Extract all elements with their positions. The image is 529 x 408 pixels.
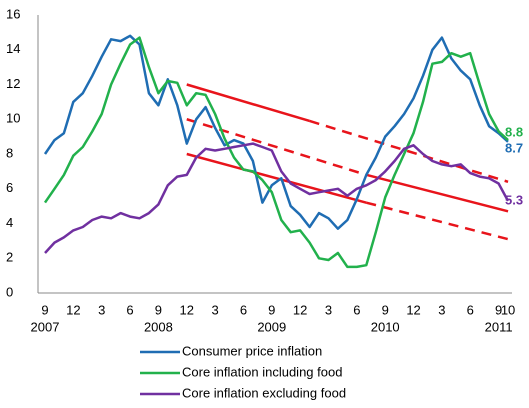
x-tick-label: 12 bbox=[66, 302, 80, 317]
year-label: 2011 bbox=[485, 319, 513, 334]
y-tick-label: 14 bbox=[6, 41, 20, 56]
x-tick-label: 6 bbox=[467, 302, 474, 317]
year-label: 2010 bbox=[371, 319, 400, 334]
trend-line bbox=[186, 83, 310, 123]
series-line bbox=[43, 34, 509, 230]
trend-line bbox=[365, 201, 509, 241]
y-tick-label: 6 bbox=[6, 180, 13, 195]
x-tick-label: 9 bbox=[155, 302, 162, 317]
year-label: 2007 bbox=[31, 319, 60, 334]
x-tick-label: 3 bbox=[211, 302, 218, 317]
y-tick-label: 2 bbox=[6, 250, 13, 265]
trend-line bbox=[309, 119, 509, 183]
x-tick-label: 9 bbox=[41, 302, 48, 317]
trend-line bbox=[186, 152, 367, 204]
end-label: 5.3 bbox=[505, 192, 523, 207]
y-tick-label: 4 bbox=[6, 215, 13, 230]
x-tick-label: 6 bbox=[126, 302, 133, 317]
x-tick-label: 12 bbox=[180, 302, 194, 317]
series-line bbox=[43, 36, 509, 269]
legend-label: Core inflation including food bbox=[182, 364, 342, 379]
end-label: 8.8 bbox=[505, 125, 523, 140]
x-tick-label: 9 bbox=[495, 302, 502, 317]
y-tick-label: 8 bbox=[6, 145, 13, 160]
y-tick-label: 10 bbox=[6, 111, 20, 126]
y-tick-label: 16 bbox=[6, 6, 20, 21]
x-tick-label: 12 bbox=[293, 302, 307, 317]
x-tick-label: 3 bbox=[325, 302, 332, 317]
x-tick-label: 6 bbox=[353, 302, 360, 317]
x-tick-label: 9 bbox=[382, 302, 389, 317]
legend-label: Consumer price inflation bbox=[182, 343, 322, 358]
legend-label: Core inflation excluding food bbox=[182, 385, 346, 400]
x-tick-label: 3 bbox=[98, 302, 105, 317]
trend-line bbox=[365, 173, 509, 213]
x-tick-label: 12 bbox=[406, 302, 420, 317]
x-tick-label: 9 bbox=[268, 302, 275, 317]
year-label: 2009 bbox=[257, 319, 286, 334]
y-tick-label: 0 bbox=[6, 284, 13, 299]
x-tick-label: 10 bbox=[501, 302, 515, 317]
end-label: 8.7 bbox=[505, 140, 523, 155]
x-tick-label: 6 bbox=[240, 302, 247, 317]
y-tick-label: 12 bbox=[6, 76, 20, 91]
series-line bbox=[44, 142, 510, 254]
x-tick-label: 3 bbox=[438, 302, 445, 317]
trend-line bbox=[186, 118, 367, 177]
year-label: 2008 bbox=[144, 319, 173, 334]
